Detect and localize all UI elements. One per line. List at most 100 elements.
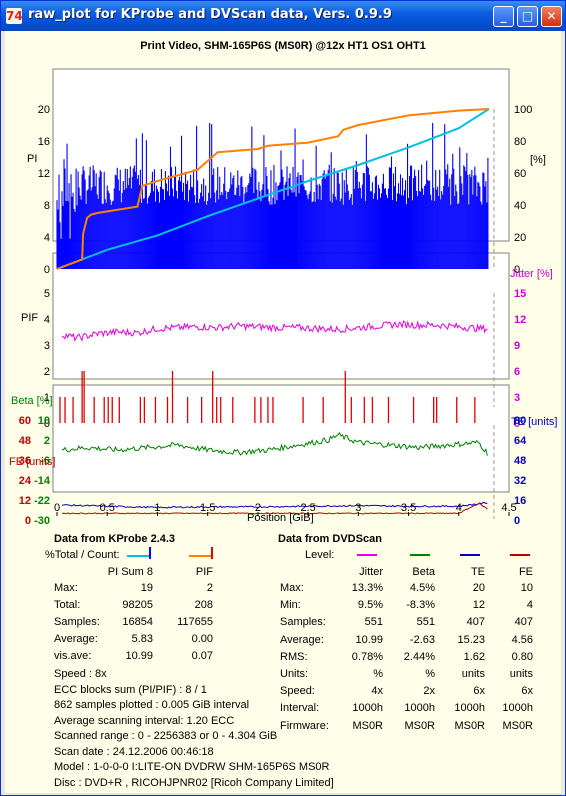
- dvdscan-value: 12: [472, 599, 485, 612]
- fe-tick-label: 48: [19, 435, 31, 447]
- dvdscan-value: 2.44%: [403, 650, 435, 663]
- kprobe-pif-value: 2: [206, 582, 213, 594]
- kprobe-title: Data from KProbe 2.4.3: [54, 533, 176, 545]
- dvdscan-value: 20: [472, 582, 485, 594]
- fe-axis-label: FE [units]: [9, 456, 55, 468]
- dvdscan-value: 1000h: [454, 702, 485, 715]
- maximize-button[interactable]: □: [517, 6, 538, 27]
- pi-tick-label: 16: [38, 136, 50, 148]
- chart-title: Print Video, SHM-165P6S (MS0R) @12x HT1 …: [140, 40, 426, 52]
- dvdscan-row-label: RMS:: [280, 650, 308, 663]
- title-bar[interactable]: 74 raw_plot for KProbe and DVScan data, …: [1, 1, 565, 31]
- x-tick-label: 4: [456, 502, 462, 514]
- total-marker: [149, 547, 151, 559]
- dvdscan-value: 1000h: [404, 702, 435, 715]
- dvdscan-value: 0.78%: [351, 650, 383, 663]
- dvdscan-value: 1.62: [463, 650, 485, 663]
- pif-tick-label: 4: [44, 314, 50, 326]
- kprobe-info-line: Disc : DVD+R , RICOHJPNR02 [Ricoh Compan…: [54, 776, 334, 789]
- jitter-line: [61, 320, 488, 342]
- dvdscan-value: 407: [466, 616, 485, 629]
- dvdscan-value: 6x: [473, 685, 485, 698]
- te-axis-label: TE [units]: [511, 416, 557, 428]
- dvdscan-row-label: Samples:: [280, 616, 326, 629]
- kprobe-row-label: vis.ave:: [54, 650, 92, 662]
- chart-svg: 0481216200204060801000123450369121501224…: [9, 68, 557, 527]
- dvdscan-value: 2x: [423, 685, 435, 698]
- dvdscan-value: 1000h: [352, 702, 383, 715]
- dvdscan-row-label: Interval:: [280, 702, 320, 715]
- dvdscan-value: 551: [416, 616, 435, 629]
- dvdscan-value: MS0R: [352, 719, 383, 732]
- series-line-total: [56, 108, 490, 270]
- app-logo-icon: 74: [6, 8, 23, 24]
- fe-tick-label: 24: [19, 475, 32, 487]
- dvdscan-value: MS0R: [502, 719, 533, 732]
- jitter-tick-label: 15: [514, 288, 526, 300]
- beta-swatch: [410, 554, 430, 556]
- pi-tick-label: 4: [44, 232, 50, 244]
- series-line-fe: [61, 502, 488, 515]
- kprobe-pif-value: 0.00: [191, 633, 213, 645]
- jitter-tick-label: 6: [514, 366, 520, 378]
- beta-panel-frame: [52, 384, 510, 493]
- series-line-beta: [61, 432, 488, 456]
- te-swatch: [460, 554, 480, 556]
- dvdscan-value: -8.3%: [406, 599, 435, 612]
- dvdscan-value: %: [373, 668, 383, 680]
- plot-area: Print Video, SHM-165P6S (MS0R) @12x HT1 …: [5, 31, 561, 793]
- dvdscan-value: 13.3%: [351, 582, 383, 594]
- dvdscan-value: %: [425, 668, 435, 680]
- pi-pct-tick-label: 0: [514, 264, 520, 276]
- pif-tick-label: 2: [44, 366, 50, 378]
- te-tick-label: 0: [514, 515, 520, 527]
- pi-pct-tick-label: 60: [514, 168, 526, 180]
- beta-tick-label: -6: [40, 455, 50, 467]
- beta-tick-label: 10: [38, 415, 50, 427]
- x-tick-label: 3: [355, 502, 361, 514]
- kprobe-pif-value: 208: [194, 599, 213, 611]
- kprobe-info-line: Speed : 8x: [54, 668, 107, 680]
- dvdscan-value: units: [461, 668, 485, 680]
- fe-tick-label: 60: [19, 415, 31, 427]
- kprobe-header-pif: PIF: [195, 566, 213, 578]
- series-line-te: [61, 502, 488, 509]
- pi-tick-label: 0: [44, 264, 50, 276]
- dvdscan-value: 0.80: [511, 650, 533, 663]
- beta-tick-label: -14: [34, 475, 51, 487]
- dvdscan-value: 9.5%: [357, 599, 383, 612]
- kprobe-info-line: Scanned range : 0 - 2256383 or 0 - 4.304…: [54, 730, 278, 742]
- dvdscan-header: Jitter: [359, 566, 383, 578]
- total-swatch: [127, 555, 149, 557]
- total-count-label: %Total / Count:: [45, 549, 120, 561]
- te-tick-label: 16: [514, 495, 526, 507]
- kprobe-row-label: Total:: [54, 599, 81, 611]
- dvdscan-row-label: Speed:: [280, 685, 315, 698]
- beta-tick-label: 2: [44, 435, 50, 447]
- x-tick-label: 2.5: [300, 502, 315, 514]
- dvdscan-header: TE: [470, 566, 485, 578]
- dvdscan-header: FE: [518, 566, 533, 578]
- pi-pct-tick-label: 100: [514, 104, 532, 116]
- jitter-tick-label: 0: [514, 418, 520, 430]
- dvdscan-row-label: Firmware:: [280, 719, 329, 732]
- minimize-button[interactable]: _: [493, 6, 514, 27]
- count-swatch: [189, 555, 211, 557]
- dvdscan-row-label: Units:: [280, 668, 309, 680]
- pif-tick-label: 0: [44, 418, 50, 430]
- kprobe-pi-value: 10.99: [125, 650, 153, 662]
- beta-tick-label: -30: [34, 515, 50, 527]
- close-button[interactable]: ✕: [541, 6, 562, 27]
- dvdscan-value: 551: [364, 616, 383, 629]
- window-title: raw_plot for KProbe and DVScan data, Ver…: [28, 7, 392, 22]
- dvdscan-value: 4: [526, 599, 533, 612]
- x-tick-label: 0: [54, 502, 60, 514]
- pif-tick-label: 1: [44, 392, 50, 404]
- kprobe-pif-value: 0.07: [191, 650, 213, 662]
- kprobe-pi-value: 16854: [122, 616, 153, 628]
- x-tick-label: 1: [154, 502, 160, 514]
- te-tick-label: 80: [514, 415, 526, 427]
- dvdscan-value: 15.23: [457, 633, 485, 646]
- pi-pct-tick-label: 40: [514, 200, 526, 212]
- pif-axis-label: PIF: [21, 312, 38, 324]
